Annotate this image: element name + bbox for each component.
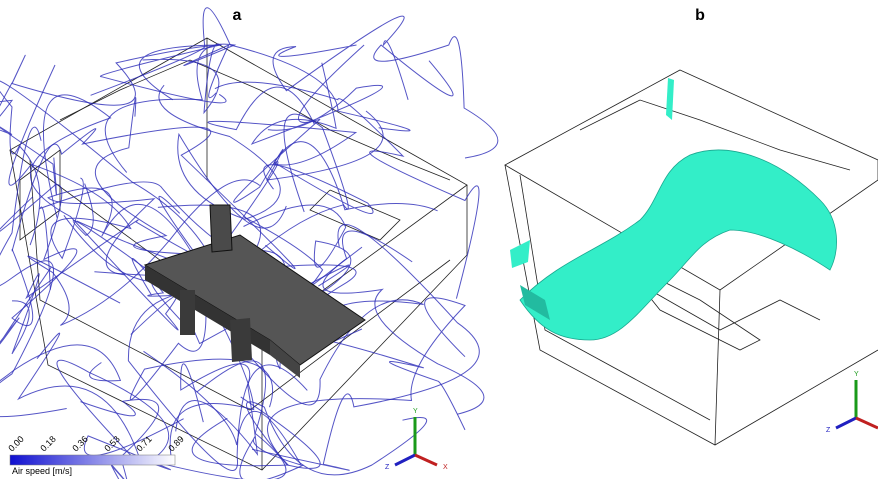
figure: a 0.00 0.18 0.36 0.53 0.71 0.89 Air speed [m/… xyxy=(0,0,878,479)
iso-surface xyxy=(666,78,674,120)
colorbar-title: Air speed [m/s] xyxy=(12,466,72,476)
panel-label: a xyxy=(233,7,242,24)
colorbar-tick-label: 0.53 xyxy=(102,434,121,453)
axis-label: X xyxy=(443,464,448,471)
axis-label: Y xyxy=(413,408,418,415)
streamline xyxy=(0,185,77,326)
axis-triad: YZX xyxy=(826,371,878,434)
colorbar xyxy=(10,455,175,465)
colorbar-tick-label: 0.71 xyxy=(134,434,153,453)
axis-label: Z xyxy=(826,427,831,434)
axis-arrow xyxy=(415,455,437,465)
iso-surface xyxy=(520,150,837,340)
colorbar-tick-label: 0.89 xyxy=(166,434,185,453)
streamline xyxy=(91,8,410,131)
axis-label: Z xyxy=(385,464,390,471)
colorbar-tick-label: 0.18 xyxy=(38,434,57,453)
axis-label: Y xyxy=(854,371,859,378)
panel-b: b YZX xyxy=(505,7,878,445)
colorbar-tick-label: 0.00 xyxy=(6,434,25,453)
streamline xyxy=(264,142,438,214)
axis-arrow xyxy=(836,418,856,428)
streamline xyxy=(12,45,222,105)
streamline xyxy=(105,44,234,172)
panel-label: b xyxy=(695,7,705,24)
panel-a: a 0.00 0.18 0.36 0.53 0.71 0.89 Air speed [m/… xyxy=(0,7,498,479)
axis-triad: Y Z X xyxy=(385,408,448,471)
streamline xyxy=(374,37,498,158)
axis-arrow xyxy=(856,418,878,428)
colorbar-tick-label: 0.36 xyxy=(70,434,89,453)
axis-arrow xyxy=(395,455,415,465)
